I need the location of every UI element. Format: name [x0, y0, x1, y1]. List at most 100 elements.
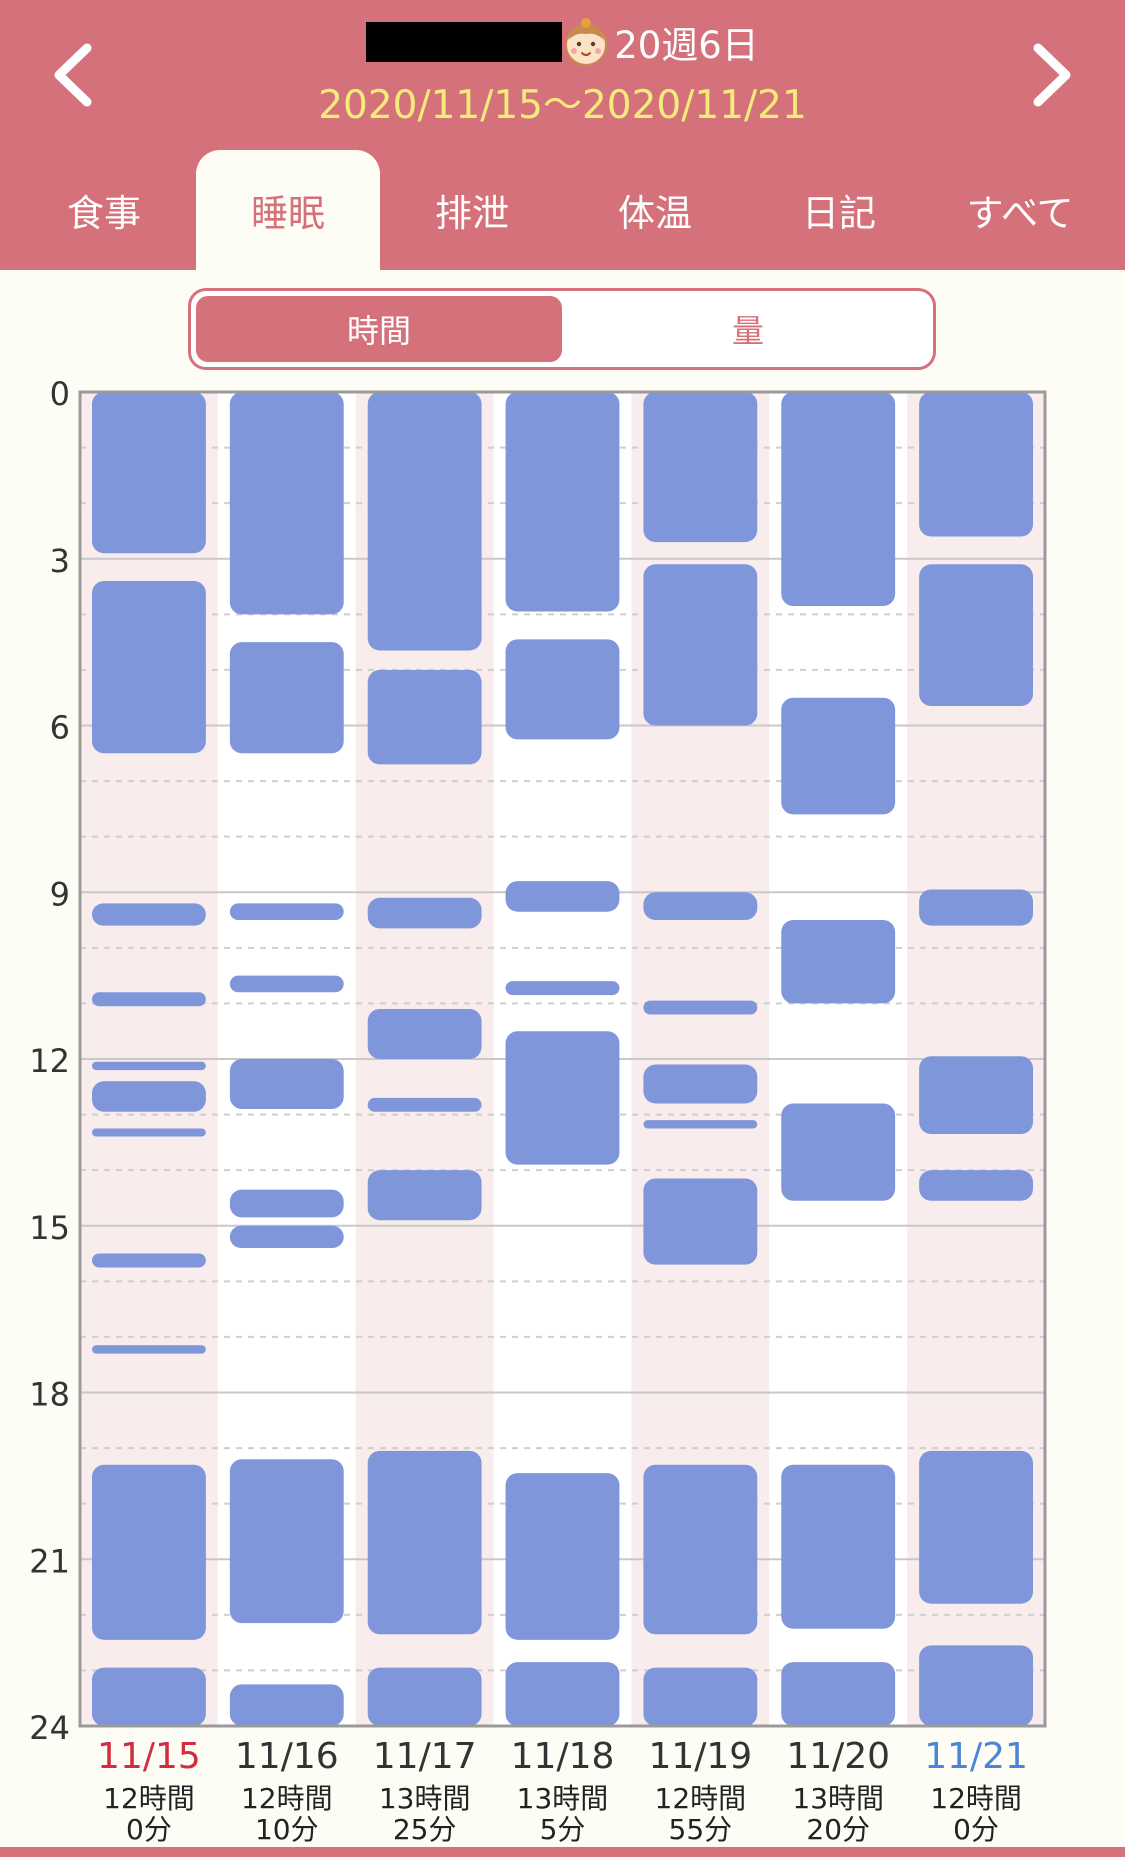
sleep-bar [643, 1667, 758, 1726]
sleep-bar [229, 392, 344, 615]
sleep-bar [781, 1464, 896, 1629]
sleep-bar [643, 1464, 758, 1635]
y-tick-label: 24 [29, 1709, 70, 1747]
sleep-bar [92, 1464, 206, 1640]
sleep-total-minutes: 5分 [540, 1813, 586, 1846]
date-range: 2020/11/15〜2020/11/21 [318, 83, 807, 128]
tab-all[interactable]: すべて [966, 192, 1074, 235]
sleep-total-minutes: 0分 [126, 1813, 172, 1846]
chevron-left-icon[interactable] [45, 40, 115, 110]
tab-meal[interactable]: 食事 [67, 192, 141, 235]
sleep-bar [919, 1056, 1033, 1135]
sleep-bar [643, 1064, 758, 1104]
redacted-name [366, 22, 563, 62]
sleep-total-hours: 13時間 [792, 1782, 884, 1815]
sleep-total-minutes: 0分 [953, 1813, 999, 1846]
sleep-bar [229, 903, 344, 921]
sleep-bar [92, 903, 206, 926]
sleep-bar [643, 1000, 758, 1015]
sleep-bar [367, 1170, 482, 1221]
sleep-bar [92, 1253, 206, 1268]
plot-frame [78, 390, 1047, 1728]
x-date-label: 11/18 [511, 1736, 615, 1777]
sleep-total-minutes: 55分 [669, 1813, 733, 1846]
sleep-bar [229, 1684, 344, 1726]
x-date-label: 11/20 [786, 1736, 890, 1777]
sleep-bar [92, 1667, 206, 1726]
header: 20週6日 2020/11/15〜2020/11/21 食事 睡眠 排泄 体温 … [0, 0, 1125, 270]
sleep-bar [367, 1008, 482, 1059]
sleep-bar [92, 992, 206, 1007]
tab-diary[interactable]: 日記 [802, 192, 876, 235]
sleep-bar [367, 1667, 482, 1726]
sleep-bar [229, 1059, 344, 1110]
sleep-bar [367, 1450, 482, 1635]
sleep-bar [781, 1662, 896, 1726]
title-row: 20週6日 [0, 14, 1125, 70]
sleep-bar [505, 1473, 620, 1640]
sleep-bar [92, 1081, 206, 1112]
sleep-bar [229, 1189, 344, 1218]
y-tick-label: 9 [50, 875, 70, 913]
sleep-bar [781, 392, 896, 606]
sleep-bar [919, 889, 1033, 926]
sleep-chart: 0369121518212411/1512時間0分11/1612時間10分11/… [29, 380, 1047, 1846]
sleep-total-hours: 13時間 [379, 1782, 471, 1815]
sleep-total-hours: 12時間 [655, 1782, 747, 1815]
sleep-bar [92, 1128, 206, 1137]
x-date-label: 11/17 [373, 1736, 477, 1777]
y-tick-label: 6 [50, 709, 70, 747]
sleep-total-minutes: 25分 [393, 1813, 457, 1846]
week-label: 20週6日 [614, 24, 759, 67]
time-view-button[interactable]: 時間 [196, 296, 562, 362]
tab-temperature[interactable]: 体温 [618, 192, 692, 235]
view-toggle: 時間 量 [188, 288, 936, 370]
sleep-bar [92, 580, 206, 754]
x-date-label: 11/16 [235, 1736, 339, 1777]
sleep-bar [92, 1345, 206, 1354]
sleep-bar [919, 1170, 1033, 1201]
sleep-bar [919, 1645, 1033, 1726]
sleep-bar [919, 564, 1033, 707]
sleep-bar [643, 392, 758, 543]
sleep-bar [505, 881, 620, 912]
tab-sleep[interactable]: 睡眠 [196, 150, 380, 270]
sleep-bar [505, 1031, 620, 1165]
sleep-bar [229, 1225, 344, 1248]
sleep-total-hours: 12時間 [930, 1782, 1022, 1815]
sleep-bar [505, 1662, 620, 1726]
sleep-bar [229, 1459, 344, 1624]
sleep-bar [643, 892, 758, 921]
sleep-total-hours: 12時間 [103, 1782, 195, 1815]
y-tick-label: 15 [29, 1209, 70, 1247]
y-tick-label: 18 [29, 1376, 70, 1414]
sleep-bar [229, 975, 344, 993]
y-tick-label: 21 [29, 1542, 70, 1580]
sleep-total-minutes: 10分 [255, 1813, 319, 1846]
x-date-label: 11/19 [648, 1736, 752, 1777]
sleep-bar [919, 1450, 1033, 1604]
sleep-bar [367, 897, 482, 929]
x-date-label: 11/15 [97, 1736, 201, 1777]
sleep-bar [919, 392, 1033, 537]
sleep-bar [229, 642, 344, 754]
sleep-total-hours: 12時間 [241, 1782, 333, 1815]
sleep-bar [367, 1097, 482, 1112]
sleep-total-minutes: 20分 [806, 1813, 870, 1846]
baby-face-icon [560, 16, 612, 68]
sleep-bar [505, 981, 620, 996]
sleep-total-hours: 13時間 [517, 1782, 609, 1815]
y-tick-label: 0 [50, 380, 70, 413]
sleep-bar [92, 392, 206, 554]
chevron-right-icon[interactable] [1010, 40, 1080, 110]
tab-excretion[interactable]: 排泄 [435, 192, 509, 235]
amount-view-button[interactable]: 量 [731, 312, 764, 350]
sleep-bar [643, 1120, 758, 1129]
category-tabs: 食事 睡眠 排泄 体温 日記 すべて [0, 150, 1125, 270]
sleep-bar [505, 639, 620, 740]
sleep-bar [367, 669, 482, 765]
sleep-bar [643, 564, 758, 726]
y-tick-label: 3 [50, 542, 70, 580]
x-date-label: 11/21 [924, 1736, 1028, 1777]
sleep-bar [92, 1061, 206, 1071]
